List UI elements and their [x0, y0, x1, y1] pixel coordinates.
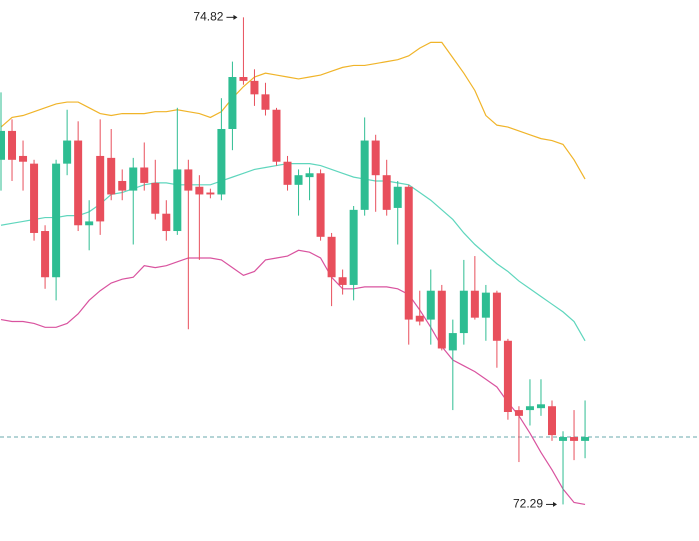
extreme-label: 74.82: [193, 9, 223, 23]
candle-body: [559, 437, 568, 441]
band-line: [0, 249, 586, 506]
candle-body: [30, 163, 39, 233]
candle-body: [96, 155, 105, 222]
candle-body: [118, 180, 127, 191]
candle-body: [294, 175, 303, 185]
candle-body: [217, 128, 226, 195]
extreme-arrow-head: [233, 14, 238, 20]
candle-body: [250, 80, 259, 95]
extreme-label: 72.29: [513, 497, 543, 511]
band-line: [0, 41, 586, 180]
candle-body: [283, 161, 292, 185]
candle-body: [74, 140, 83, 226]
candle-body: [0, 130, 5, 160]
candle-body: [404, 186, 413, 320]
candle-body: [536, 404, 545, 409]
candle-body: [459, 290, 468, 334]
candle-body: [228, 77, 237, 129]
candle-body: [481, 292, 490, 318]
candle-body: [338, 277, 347, 285]
candle-body: [8, 130, 17, 160]
candle-body: [151, 182, 160, 214]
candle-body: [41, 231, 50, 278]
candle-body: [581, 437, 590, 441]
extreme-arrow-head: [553, 501, 558, 507]
candle-body: [261, 94, 270, 110]
candle-body: [52, 163, 61, 278]
candle-body: [316, 173, 325, 237]
candle-body: [525, 406, 534, 411]
candle-body: [503, 340, 512, 413]
candle-body: [514, 410, 523, 416]
candle-body: [173, 169, 182, 232]
candle-body: [327, 236, 336, 278]
candle-body: [140, 167, 149, 183]
candle-body: [570, 437, 579, 441]
candle-body: [360, 140, 369, 210]
candle-body: [85, 221, 94, 226]
candle-body: [184, 169, 193, 191]
candle-body: [548, 406, 556, 436]
candle-body: [470, 290, 479, 318]
candle-body: [107, 157, 116, 195]
candle-body: [206, 192, 215, 195]
candle-body: [437, 290, 446, 349]
candle-body: [448, 333, 457, 351]
candle-body: [19, 155, 28, 162]
candle-body: [382, 175, 391, 210]
candle-body: [129, 167, 138, 191]
candle-body: [239, 77, 248, 81]
candle-body: [195, 186, 204, 195]
candle-body: [492, 292, 501, 341]
candle-body: [426, 290, 435, 320]
candle-body: [63, 140, 72, 164]
candle-body: [349, 209, 358, 285]
candle-body: [371, 140, 380, 176]
candle-body: [393, 186, 402, 208]
candle-body: [415, 315, 424, 322]
candle-body: [305, 173, 314, 178]
candle-body: [272, 109, 281, 162]
candle-body: [162, 213, 171, 232]
